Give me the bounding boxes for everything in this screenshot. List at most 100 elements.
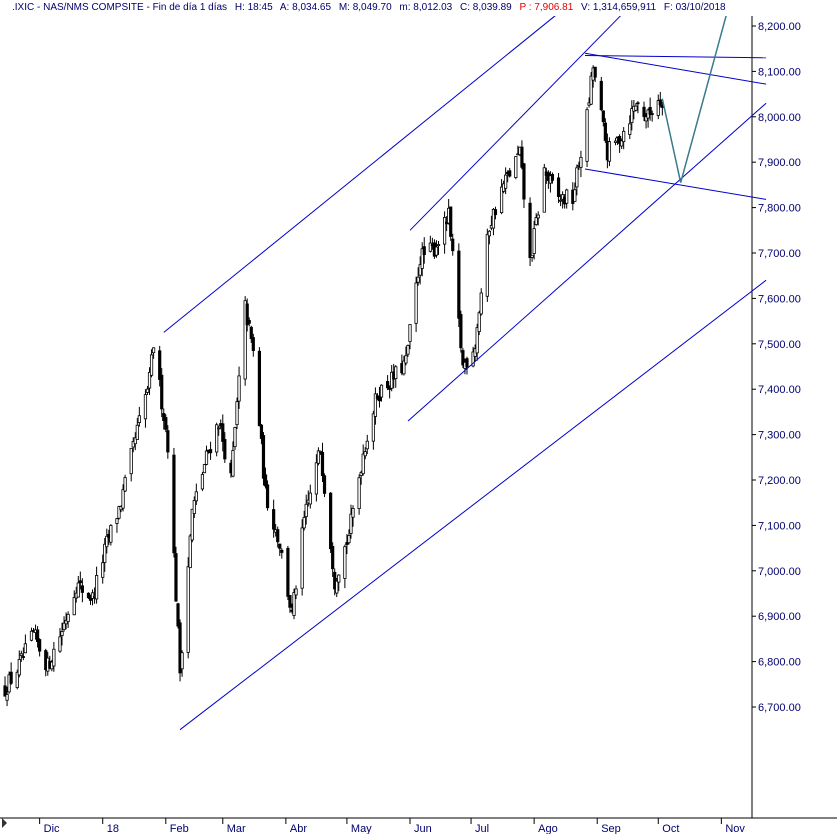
candle-body <box>166 430 170 453</box>
candle-body <box>461 350 465 366</box>
candle-body <box>363 451 367 457</box>
x-tick-label: Oct <box>662 823 679 834</box>
candle-body <box>38 639 42 652</box>
candle-body <box>208 449 213 454</box>
candle-body <box>556 177 561 198</box>
candle-body <box>589 75 593 105</box>
candle-body <box>361 453 365 475</box>
header-close: C: 8,039.89 <box>460 2 512 13</box>
candle-body <box>414 282 418 324</box>
candle-body <box>371 413 375 442</box>
candle-body <box>457 250 461 319</box>
candle-body <box>221 423 225 442</box>
candle-body <box>180 652 184 670</box>
candle-body <box>105 535 109 548</box>
candle-body <box>449 206 453 237</box>
candle-body <box>487 230 491 237</box>
candle-body <box>579 156 583 168</box>
candle-body <box>534 217 538 225</box>
candle-body <box>650 113 654 115</box>
x-tick-label: Abr <box>290 823 307 834</box>
candle-body <box>247 320 251 324</box>
candle-body <box>532 228 536 254</box>
trend-line-5[interactable] <box>584 55 767 59</box>
candle-body <box>302 517 306 529</box>
candle-body <box>286 547 290 597</box>
header-date: F: 03/10/2018 <box>663 2 726 13</box>
candle-body <box>123 477 127 492</box>
candle-body <box>622 130 626 143</box>
y-tick-label: 7,200.00 <box>758 475 801 487</box>
scroll-left-icon[interactable] <box>2 818 7 828</box>
candle-body <box>331 546 335 570</box>
candle-body <box>117 506 121 519</box>
candle-body <box>90 592 95 599</box>
candle-body <box>536 214 540 219</box>
candle-body <box>499 186 504 214</box>
candle-body <box>64 619 68 625</box>
trend-line-7[interactable] <box>584 168 767 200</box>
candle-body <box>261 435 266 479</box>
candle-body <box>149 354 154 376</box>
candle-body <box>465 358 469 368</box>
candle-body <box>200 474 205 490</box>
candle-body <box>109 525 113 543</box>
candle-body <box>202 464 207 474</box>
candle-body <box>158 350 162 380</box>
candle-body <box>442 217 447 245</box>
candle-body <box>72 597 76 616</box>
trend-line-3[interactable] <box>407 102 767 422</box>
projection-arrow[interactable] <box>661 3 731 183</box>
candle-body <box>251 337 255 351</box>
y-tick-label: 7,400.00 <box>758 384 801 396</box>
candle-body <box>62 622 66 631</box>
x-tick-label: Sep <box>601 823 621 834</box>
candle-body <box>233 427 237 448</box>
candle-body <box>528 202 532 259</box>
y-tick-label: 7,600.00 <box>758 293 801 305</box>
candle-body <box>276 529 280 543</box>
candle-body <box>390 371 394 389</box>
candle-body <box>416 276 420 283</box>
trend-line-2[interactable] <box>163 14 557 333</box>
header-time: H: 18:45 <box>234 2 273 13</box>
candle-body <box>520 146 524 168</box>
candle-body <box>658 99 662 106</box>
candle-body <box>648 107 652 115</box>
y-tick-label: 6,800.00 <box>758 657 801 669</box>
candle-body <box>347 534 351 544</box>
trend-line-4[interactable] <box>409 14 622 231</box>
candle-body <box>522 163 526 200</box>
candle-body <box>333 571 337 590</box>
candle-body <box>593 66 597 78</box>
candle-body <box>599 80 603 111</box>
candle-body <box>215 424 219 453</box>
trend-line-1[interactable] <box>179 279 767 731</box>
y-tick-label: 7,100.00 <box>758 520 801 532</box>
x-tick-label: Mar <box>227 823 246 834</box>
candle-body <box>558 199 563 202</box>
candle-body <box>603 122 607 141</box>
candle-body <box>585 109 589 162</box>
trend-line-6[interactable] <box>584 52 767 85</box>
candle-body <box>607 141 612 162</box>
candle-body <box>314 462 318 495</box>
candle-body <box>542 167 546 213</box>
candle-body <box>408 324 412 342</box>
candle-body <box>263 474 268 487</box>
y-tick-label: 7,900.00 <box>758 157 801 169</box>
candle-body <box>178 622 182 674</box>
candle-body <box>115 518 119 524</box>
candle-body <box>164 417 168 430</box>
candle-body <box>402 360 406 375</box>
candle-body <box>406 345 410 355</box>
y-tick-label: 8,100.00 <box>758 66 801 78</box>
candle-body <box>436 244 441 247</box>
header-volume: V: 1,314,659,911 <box>581 2 657 13</box>
candle-body <box>634 105 638 111</box>
candle-body <box>66 613 70 622</box>
candle-body <box>19 653 23 656</box>
candle-body <box>479 292 483 315</box>
